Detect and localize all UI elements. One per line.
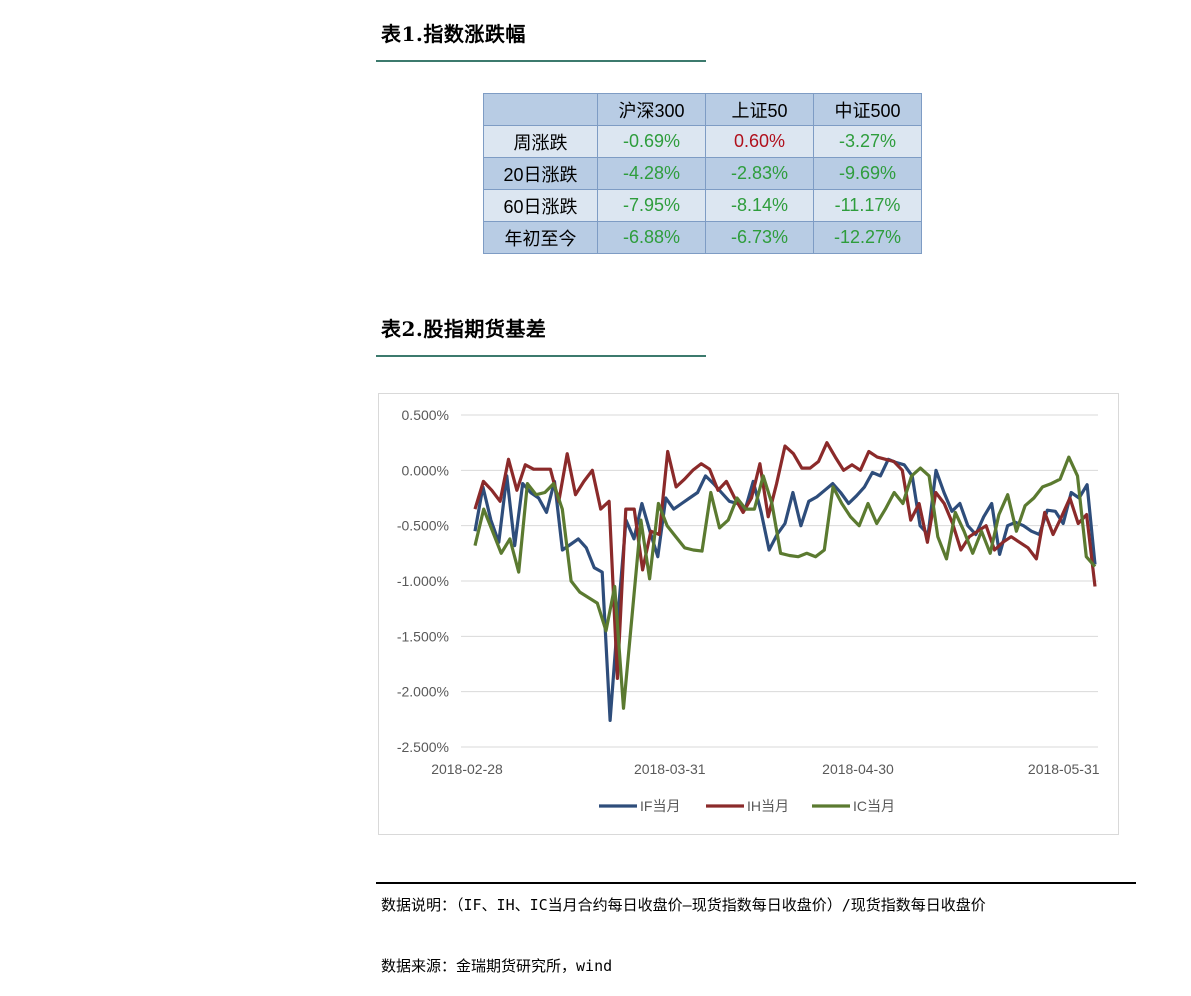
table-cell: -2.83% <box>705 157 814 190</box>
table2-title-rule <box>376 355 706 357</box>
basis-chart-svg: 0.500% 0.000% -0.500% -1.000% -1.500% -2.000%… <box>397 407 1100 814</box>
table-row: 年初至今 -6.88% -6.73% -12.27% <box>483 221 922 254</box>
row-label: 60日涨跌 <box>483 189 598 222</box>
column-header-zz500: 中证500 <box>813 93 922 126</box>
y-tick-label: 0.500% <box>402 407 449 423</box>
series-line-2 <box>473 455 1097 710</box>
index-change-table: 沪深300 上证50 中证500 周涨跌 -0.69% 0.60% -3.27%… <box>483 93 922 254</box>
x-tick-label: 2018-02-28 <box>431 761 503 777</box>
table-cell: -9.69% <box>813 157 922 190</box>
data-source: 数据来源：金瑞期货研究所，wind <box>381 957 613 975</box>
table1-title-rule <box>376 60 706 62</box>
table-cell: -12.27% <box>813 221 922 254</box>
footer-rule <box>376 882 1136 884</box>
table-cell: -11.17% <box>813 189 922 222</box>
column-header-sz50: 上证50 <box>705 93 814 126</box>
y-tick-label: -1.000% <box>397 573 449 589</box>
table2-title: 表2.股指期货基差 <box>381 317 547 341</box>
series-line-0 <box>473 457 1097 722</box>
y-tick-label: -2.500% <box>397 739 449 755</box>
table-cell: -8.14% <box>705 189 814 222</box>
table-cell: 0.60% <box>705 125 814 158</box>
table-cell: -7.95% <box>597 189 706 222</box>
x-tick-label: 2018-04-30 <box>822 761 894 777</box>
legend-label: IH当月 <box>747 798 789 814</box>
table1-title: 表1.指数涨跌幅 <box>381 22 526 46</box>
table-cell: -3.27% <box>813 125 922 158</box>
x-tick-label: 2018-05-31 <box>1028 761 1100 777</box>
table-row: 周涨跌 -0.69% 0.60% -3.27% <box>483 125 922 158</box>
basis-chart: 0.500% 0.000% -0.500% -1.000% -1.500% -2.000%… <box>378 393 1119 835</box>
row-label: 年初至今 <box>483 221 598 254</box>
table-header-row: 沪深300 上证50 中证500 <box>483 93 922 126</box>
legend-label: IF当月 <box>640 798 680 814</box>
table-cell: -6.88% <box>597 221 706 254</box>
column-header-hs300: 沪深300 <box>597 93 706 126</box>
row-label: 周涨跌 <box>483 125 598 158</box>
y-tick-label: -1.500% <box>397 628 449 644</box>
y-tick-label: -0.500% <box>397 518 449 534</box>
table-cell: -0.69% <box>597 125 706 158</box>
x-tick-label: 2018-03-31 <box>634 761 706 777</box>
data-explanation: 数据说明：（IF、IH、IC当月合约每日收盘价—现货指数每日收盘价）/现货指数每… <box>381 896 986 914</box>
table-corner-cell <box>483 93 598 126</box>
table-cell: -6.73% <box>705 221 814 254</box>
row-label: 20日涨跌 <box>483 157 598 190</box>
table-cell: -4.28% <box>597 157 706 190</box>
legend-label: IC当月 <box>853 798 895 814</box>
table-row: 60日涨跌 -7.95% -8.14% -11.17% <box>483 189 922 222</box>
basis-chart-plot: 0.500% 0.000% -0.500% -1.000% -1.500% -2.000%… <box>379 394 1118 838</box>
table-row: 20日涨跌 -4.28% -2.83% -9.69% <box>483 157 922 190</box>
y-tick-label: -2.000% <box>397 684 449 700</box>
y-tick-label: 0.000% <box>402 462 449 478</box>
